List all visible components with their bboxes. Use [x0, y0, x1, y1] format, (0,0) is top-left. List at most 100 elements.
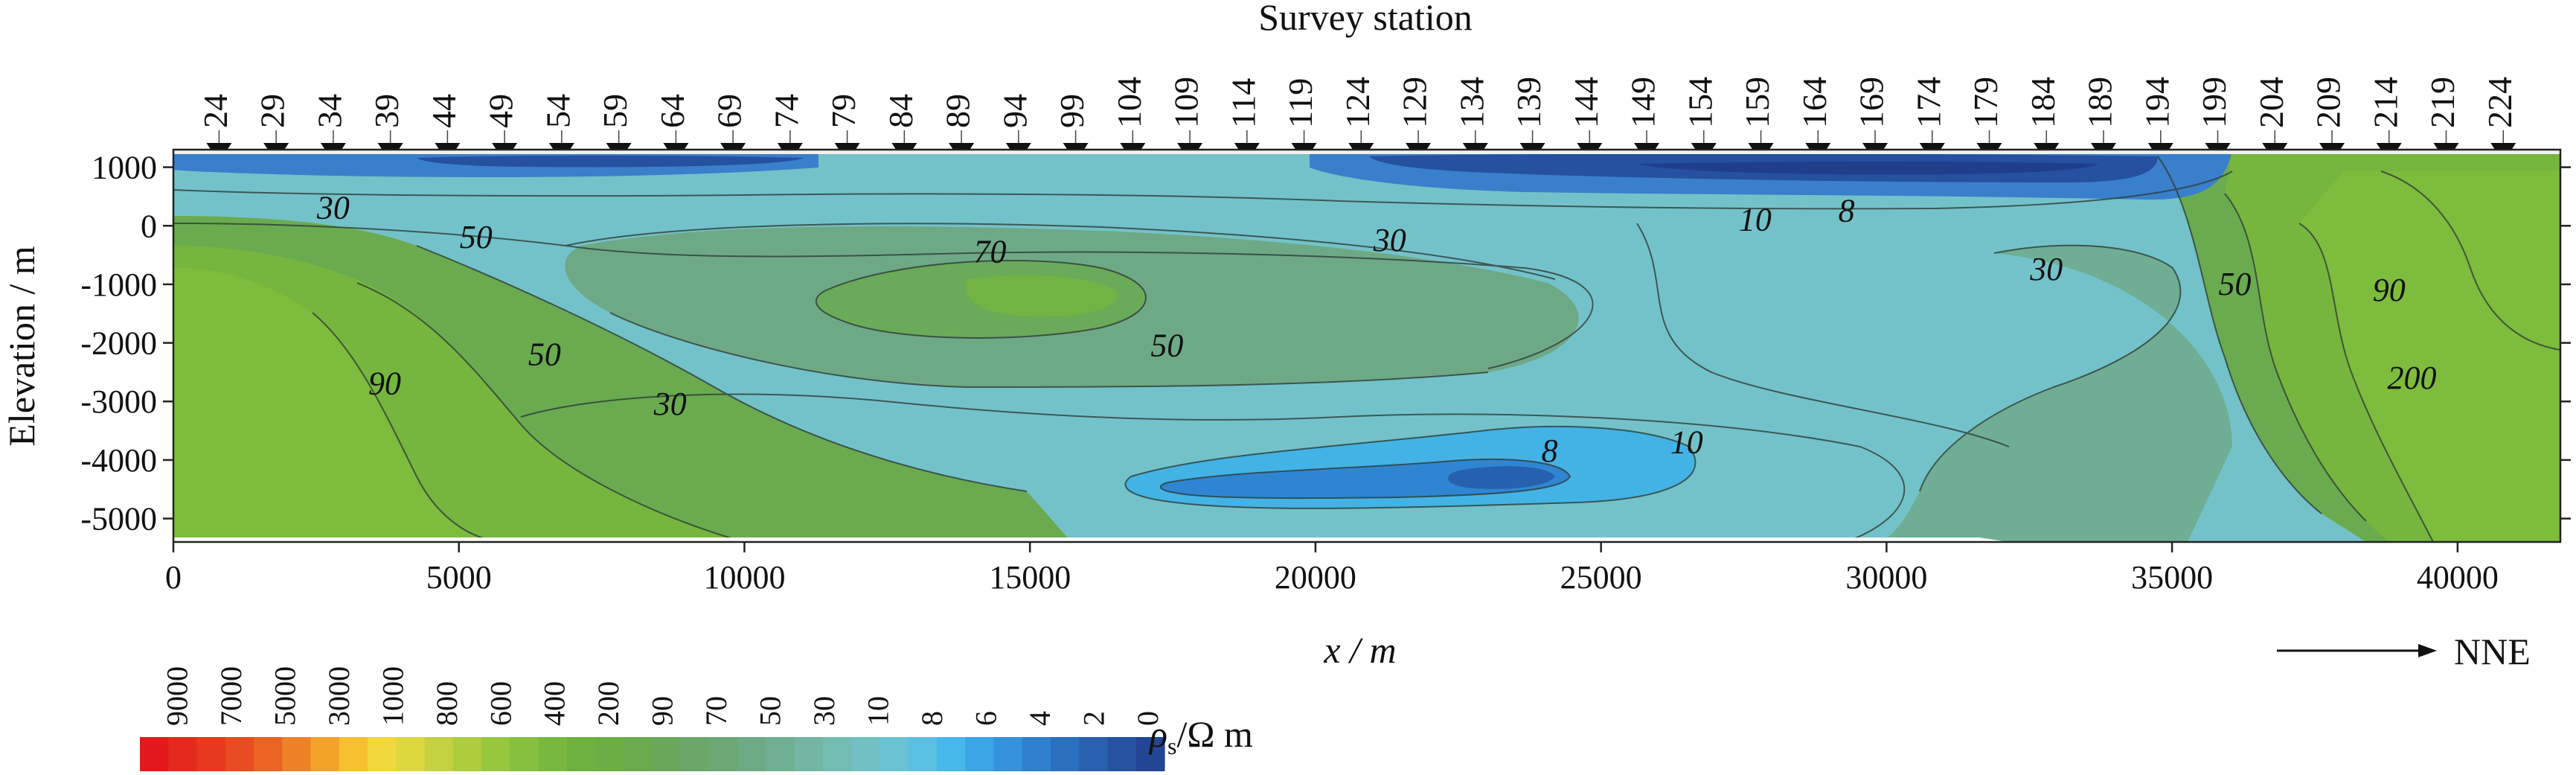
station-label: 24: [196, 94, 234, 128]
colorbar-swatch: [965, 737, 995, 771]
x-tick-label: 0: [165, 559, 182, 596]
direction-arrow: [2277, 644, 2437, 657]
contour-label: 30: [2029, 251, 2063, 287]
colorbar-tick-label: 90: [646, 696, 679, 726]
station-label: 54: [539, 94, 577, 128]
colorbar-swatch: [140, 737, 169, 771]
station-label: 214: [2366, 77, 2404, 128]
colorbar-tick-label: 5000: [268, 666, 301, 726]
station-label: 169: [1853, 77, 1891, 128]
colorbar-swatch: [1079, 737, 1109, 771]
x-axis-label: x / m: [1323, 629, 1396, 671]
colorbar-swatch: [737, 737, 767, 771]
station-label: 199: [2195, 77, 2233, 128]
colorbar-swatch: [424, 737, 454, 771]
station-label: 124: [1339, 77, 1377, 128]
contour-lines: [173, 156, 2560, 542]
x-tick-label: 10000: [703, 559, 785, 596]
direction-label: NNE: [2454, 631, 2531, 672]
station-label: 204: [2252, 77, 2290, 128]
contour-label: 90: [2373, 272, 2406, 308]
station-label: 69: [711, 94, 749, 128]
x-tick-label: 15000: [989, 559, 1071, 596]
x-axis: 0 5000 10000 15000 20000 25000 30000 35000 40000: [165, 542, 2499, 596]
station-label: 49: [482, 94, 520, 128]
colorbar-tick-label: 3000: [322, 666, 356, 726]
contour-label: 50: [528, 336, 561, 372]
x-tick-label: 5000: [426, 559, 492, 596]
bottom-strip: [173, 538, 2009, 542]
y-tick-label: 0: [141, 208, 157, 244]
colorbar-swatch: [339, 737, 368, 771]
contour-label: 90: [368, 366, 401, 402]
station-label: 154: [1681, 77, 1719, 128]
station-label: 84: [882, 94, 920, 128]
station-label: 174: [1909, 77, 1947, 128]
contour-label: 10: [1739, 201, 1772, 237]
station-label: 99: [1053, 94, 1091, 128]
contour-labels: 30 50 70 30 10 8 30 50 90 50 50 90 30 200 10 8: [316, 190, 2437, 469]
station-label: 159: [1738, 77, 1776, 128]
colorbar-swatch: [595, 737, 624, 771]
colorbar-label: ρs/Ω m: [1148, 713, 1253, 759]
contour-label: 70: [973, 234, 1006, 270]
colorbar-swatch: [282, 737, 312, 771]
colorbar-tick-label: 200: [592, 681, 625, 726]
colorbar-swatch: [937, 737, 966, 771]
resistivity-zone-right-200: [2299, 171, 2560, 542]
station-label: 44: [425, 94, 463, 128]
colorbar-swatch: [168, 737, 198, 771]
station-label: 164: [1795, 77, 1833, 128]
y-axis: 1000 0 -1000 -2000 -3000 -4000 -5000: [80, 150, 2571, 538]
colorbar-swatch: [481, 737, 510, 771]
contour-label: 30: [653, 386, 687, 422]
y-axis-label: Elevation / m: [1, 246, 42, 446]
colorbar-swatch: [1051, 737, 1080, 771]
station-label: 184: [2024, 77, 2062, 128]
surface-layer-left-deep: [417, 156, 804, 168]
colorbar-tick-label: 400: [538, 681, 571, 726]
colorbar-swatch: [880, 737, 909, 771]
colorbar-tick-label: 8: [915, 711, 949, 726]
x-tick-label: 20000: [1275, 559, 1356, 596]
colorbar-tick-label: 9000: [160, 666, 193, 726]
station-label: 219: [2423, 77, 2461, 128]
colorbar-tick-label: 6: [970, 711, 1003, 726]
colorbar-swatch: [908, 737, 938, 771]
station-label: 134: [1452, 77, 1490, 128]
colorbar-swatch: [1107, 737, 1137, 771]
colorbar-tick-label: 30: [807, 696, 841, 726]
plot-frame: [172, 148, 2562, 543]
station-label: 104: [1110, 77, 1148, 128]
low-resistivity-body-6: [1448, 466, 1555, 489]
resistivity-zone-left-200: [173, 268, 506, 542]
y-tick-label: -1000: [80, 267, 157, 303]
colorbar-swatch: [993, 737, 1023, 771]
contour-label: 30: [1373, 222, 1406, 258]
colorbar-tick-label: 70: [699, 696, 733, 726]
station-label: 74: [767, 94, 805, 128]
contour-label: 50: [1150, 328, 1183, 364]
colorbar-swatch: [225, 737, 254, 771]
x-tick-label: 30000: [1845, 559, 1927, 596]
station-label: 79: [824, 94, 862, 128]
colorbar-swatch: [254, 737, 283, 771]
y-tick-label: -3000: [80, 383, 157, 420]
y-tick-label: -4000: [80, 442, 157, 479]
colorbar-tick-label: 600: [484, 681, 517, 726]
surface-layer-right-darkest: [1637, 162, 2098, 175]
station-label: 34: [310, 94, 348, 128]
colorbar-swatch: [709, 737, 738, 771]
colorbar-swatch: [368, 737, 397, 771]
colorbar-swatch: [766, 737, 795, 771]
contour-label: 8: [1839, 193, 1855, 229]
station-label: 209: [2310, 77, 2348, 128]
colorbar-swatch: [652, 737, 682, 771]
colorbar-tick-label: 2: [1077, 711, 1110, 726]
station-label: 89: [939, 94, 977, 128]
station-label: 149: [1624, 77, 1662, 128]
resistivity-zone-right-30: [1875, 245, 2232, 542]
surface-strip: [173, 150, 2560, 154]
colorbar-tick-label: 1000: [376, 666, 409, 726]
